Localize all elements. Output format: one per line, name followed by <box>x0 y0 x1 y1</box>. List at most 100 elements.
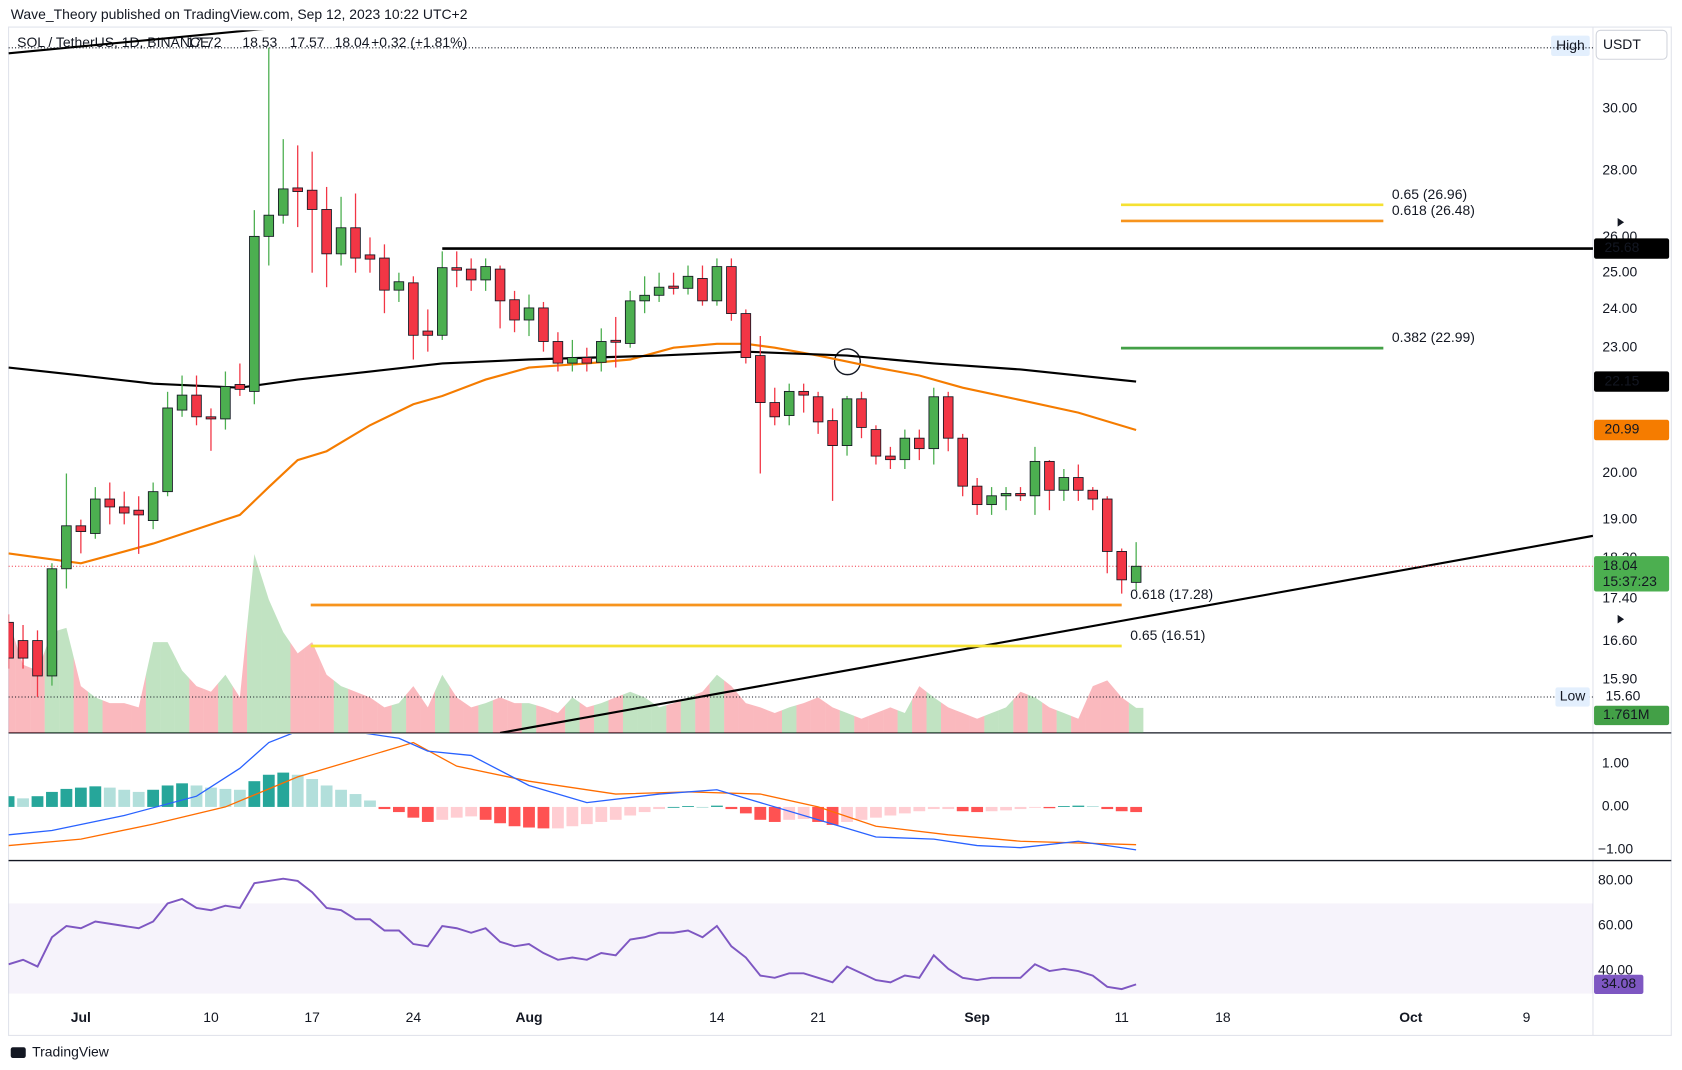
x-tick-label: Oct <box>1399 1009 1423 1025</box>
price-badge-label: 25.68 <box>1604 239 1639 255</box>
volume-area <box>333 680 349 733</box>
candle-body <box>1087 489 1099 500</box>
volume-area <box>406 686 421 733</box>
volume-area <box>348 688 363 733</box>
candle-body <box>870 429 882 457</box>
volume-area <box>362 694 378 733</box>
volume-area <box>637 694 652 733</box>
candle-body <box>899 437 911 461</box>
candle-body <box>653 286 665 296</box>
level-label: 0.618 (17.28) <box>1130 586 1213 602</box>
volume-area <box>767 710 782 733</box>
x-tick-label: Aug <box>515 1009 542 1025</box>
candle-body <box>104 498 116 508</box>
volume-area <box>232 625 248 733</box>
macd-bar <box>1057 806 1070 807</box>
candle-body <box>220 386 231 420</box>
macd-bar <box>494 806 506 824</box>
volume-area <box>88 691 103 733</box>
rsi-band <box>8 903 1593 994</box>
macd-bar <box>1043 806 1056 809</box>
candle-body <box>812 396 824 423</box>
low-badge <box>1555 687 1590 707</box>
trendline <box>8 30 262 55</box>
macd-bar <box>421 806 434 822</box>
price-badge <box>1594 419 1670 441</box>
volume-area <box>276 615 291 733</box>
y-tick-label: 60.00 <box>1598 917 1633 933</box>
rsi-badge <box>1594 974 1644 995</box>
macd-bar <box>942 806 955 810</box>
candle-body <box>798 390 809 396</box>
macd-bar <box>725 806 738 810</box>
candle-body <box>624 300 636 344</box>
volume-area <box>1042 702 1057 733</box>
volume-area <box>594 700 609 733</box>
candle-body <box>292 187 303 192</box>
candle-body <box>1029 460 1041 497</box>
candle-body <box>393 281 405 291</box>
macd-bar <box>523 806 535 828</box>
y-tick-label: 17.40 <box>1602 589 1637 605</box>
candle-body <box>827 420 838 446</box>
candle-body <box>1073 477 1084 491</box>
candle-body <box>1116 551 1127 581</box>
currency[interactable]: USDT <box>1603 36 1641 52</box>
candle-body <box>639 294 650 302</box>
volume-area <box>1071 702 1086 733</box>
macd-bar <box>118 789 131 807</box>
macd-bar <box>739 806 752 814</box>
candle-body <box>306 189 318 210</box>
candle-body <box>1130 565 1142 583</box>
candle-body <box>914 437 925 450</box>
price-badge <box>1594 238 1670 259</box>
moving-average <box>8 350 1137 389</box>
rsi-badge-label: 34.08 <box>1601 975 1636 991</box>
candle-body <box>263 214 275 237</box>
macd-bar <box>205 787 217 807</box>
y-tick-label: 23.00 <box>1602 338 1637 354</box>
macd-bar <box>624 806 637 816</box>
volume-area <box>290 642 305 733</box>
volume-area <box>738 694 754 733</box>
candle-body <box>567 357 578 364</box>
candle-body <box>46 568 58 677</box>
macd-bar <box>335 789 347 807</box>
volume-area <box>117 703 132 733</box>
logo <box>10 1047 26 1058</box>
candle-body <box>682 275 694 289</box>
candle-body <box>162 407 173 493</box>
signal-line <box>8 741 1137 847</box>
low: 17.57 <box>290 34 325 50</box>
y-tick-label: 30.00 <box>1602 99 1637 115</box>
candle-body <box>726 266 737 314</box>
macd-bar <box>17 798 29 807</box>
macd-bar <box>161 785 174 807</box>
level-label: 0.618 (26.48) <box>1392 202 1475 218</box>
candle-body <box>1044 460 1055 491</box>
volume-area <box>666 700 681 733</box>
volume-area <box>810 697 826 733</box>
candle-body <box>75 525 87 532</box>
trendline <box>499 534 1593 733</box>
candle-body <box>234 384 246 390</box>
candle-body <box>437 267 448 336</box>
macd-bar <box>450 806 463 818</box>
volume-area <box>781 705 797 733</box>
layer: 0.65 (26.96)0.618 (26.48) 0.382 (22.99) 0.… <box>8 30 1593 733</box>
candle-body <box>1015 493 1026 497</box>
macd-bar <box>46 791 58 807</box>
currency-button[interactable] <box>1595 29 1668 60</box>
volume-area <box>868 710 884 733</box>
macd-bar <box>378 806 391 810</box>
candle-body <box>610 339 621 343</box>
macd-bar <box>898 806 911 814</box>
macd-bar <box>985 806 998 812</box>
macd-bar <box>1029 806 1041 808</box>
candle-body <box>596 341 607 363</box>
layer: 30.0028.0026.0025.0024.0023.0020.0019.00… <box>71 99 1638 1025</box>
volume-area <box>218 674 233 733</box>
candle-body <box>1058 477 1070 491</box>
